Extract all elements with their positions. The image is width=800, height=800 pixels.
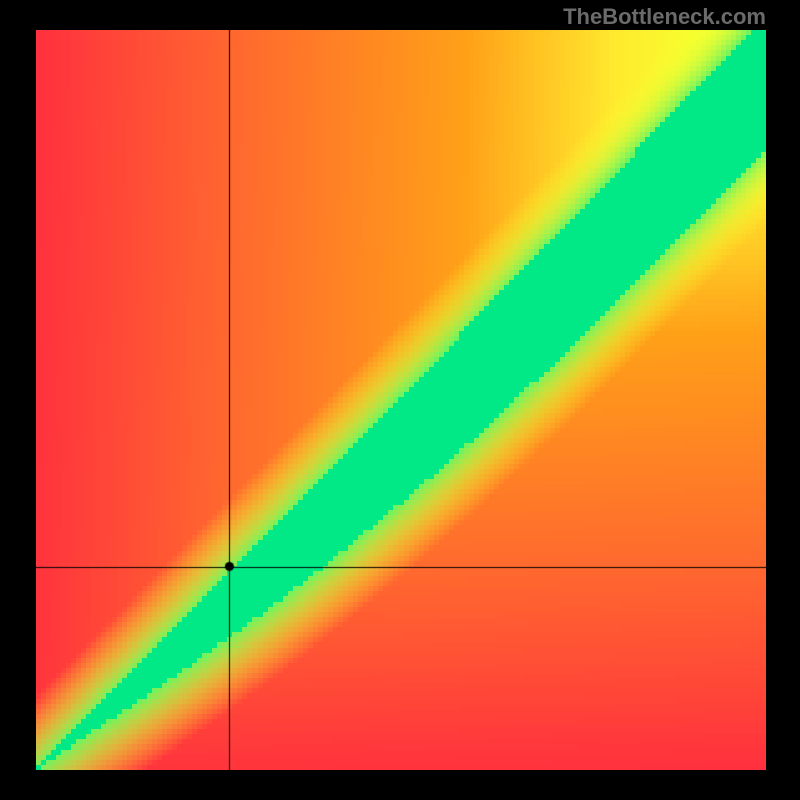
bottleneck-heatmap	[36, 30, 766, 770]
watermark-text: TheBottleneck.com	[563, 4, 766, 30]
chart-stage: TheBottleneck.com	[0, 0, 800, 800]
